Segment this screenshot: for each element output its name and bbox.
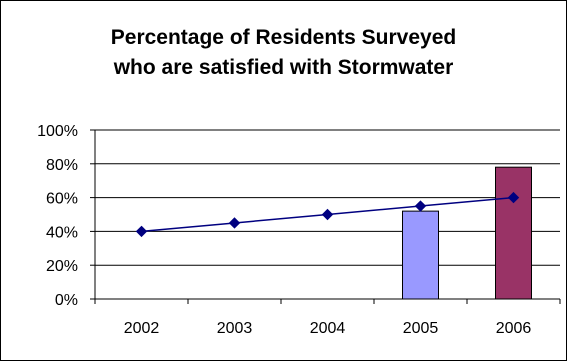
y-tick-label: 20% bbox=[46, 258, 78, 275]
line-marker-2006 bbox=[507, 191, 520, 204]
y-tick-label: 0% bbox=[55, 292, 78, 309]
y-tick-label: 80% bbox=[46, 157, 78, 174]
y-tick-label: 40% bbox=[46, 224, 78, 241]
axes bbox=[90, 129, 561, 304]
line-marker-2005 bbox=[414, 200, 427, 212]
line-marker-2002 bbox=[135, 225, 148, 238]
chart-title: Percentage of Residents Surveyed who are… bbox=[1, 23, 566, 83]
y-tick-label: 60% bbox=[46, 191, 78, 208]
bar-series bbox=[402, 166, 532, 300]
line-series bbox=[135, 191, 520, 238]
chart-title-line-2: who are satisfied with Stormwater bbox=[113, 56, 454, 79]
chart-title-line-1: Percentage of Residents Surveyed bbox=[110, 26, 457, 49]
line-marker-2004 bbox=[321, 208, 334, 221]
x-tick-label-2002: 2002 bbox=[124, 320, 160, 337]
x-tick-label-2003: 2003 bbox=[217, 320, 253, 337]
bar-2006 bbox=[495, 166, 532, 300]
x-axis-labels: 2002 2003 2004 2005 2006 bbox=[124, 320, 532, 337]
x-tick-label-2005: 2005 bbox=[403, 320, 439, 337]
x-tick-label-2004: 2004 bbox=[310, 320, 346, 337]
y-axis-labels: 0% 20% 40% 60% 80% 100% bbox=[37, 123, 78, 309]
y-tick-label: 100% bbox=[37, 123, 78, 140]
x-tick-label-2006: 2006 bbox=[496, 320, 532, 337]
line-marker-2003 bbox=[228, 217, 241, 229]
gridlines bbox=[95, 129, 560, 266]
bar-2005 bbox=[402, 210, 439, 300]
